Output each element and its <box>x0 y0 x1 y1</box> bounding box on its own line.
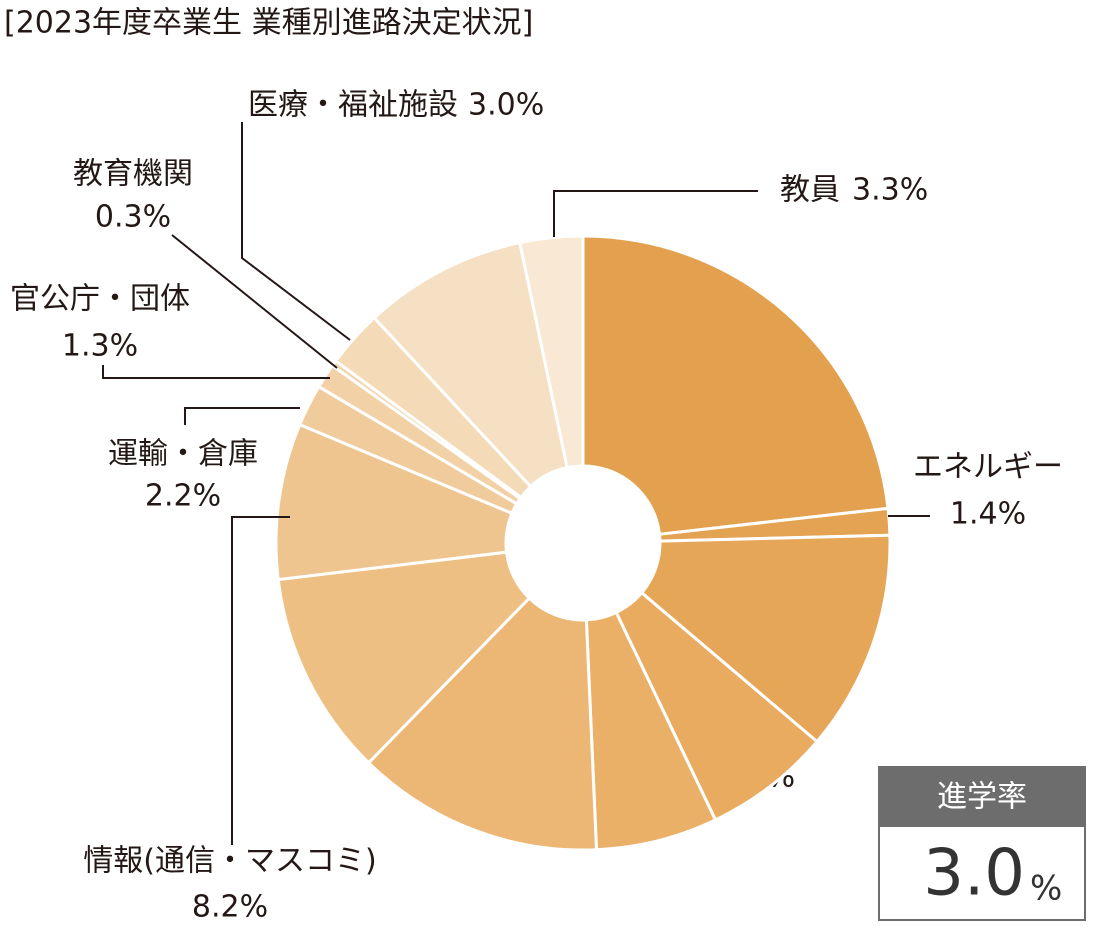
value-label: 2.2% <box>145 479 221 514</box>
slice-label: 官公庁・団体 <box>10 282 190 317</box>
value-label: 8.2% <box>192 890 268 925</box>
callout-value: 3.0 <box>923 837 1025 911</box>
value-label: 3.3% <box>852 173 928 208</box>
callout-title: 進学率 <box>937 780 1027 815</box>
slice-label: 教員 <box>780 173 840 208</box>
value-label: 3.0% <box>468 88 544 123</box>
slice-label: 医療・福祉施設 <box>248 88 458 123</box>
slice-label: エネルギー <box>913 450 1063 485</box>
slices <box>274 234 892 852</box>
callout-box <box>878 825 1086 921</box>
slice-label: 教育機関 <box>73 157 193 192</box>
slice <box>581 234 890 536</box>
slice <box>274 422 514 582</box>
leader-line <box>241 122 351 341</box>
leaders <box>102 122 930 845</box>
value-label: 1.4% <box>950 497 1026 532</box>
slice <box>639 533 892 744</box>
slice <box>276 550 532 765</box>
slice-label: 運輸・倉庫 <box>108 437 258 472</box>
slice <box>372 240 569 489</box>
leader-line <box>553 190 758 237</box>
leader-line <box>171 234 338 369</box>
slice <box>366 596 599 852</box>
value-label: 1.3% <box>62 329 138 364</box>
value-label: 0.3% <box>95 200 171 235</box>
chart-title: [2023年度卒業生 業種別進路決定状況] <box>4 6 533 41</box>
leader-line <box>102 365 330 379</box>
slice <box>518 234 585 470</box>
leader-line <box>184 407 300 425</box>
callout-unit: % <box>1030 869 1062 909</box>
callout-header <box>878 766 1086 826</box>
slice-label: 情報(通信・マスコミ) <box>83 844 376 879</box>
leader-line <box>231 516 290 845</box>
